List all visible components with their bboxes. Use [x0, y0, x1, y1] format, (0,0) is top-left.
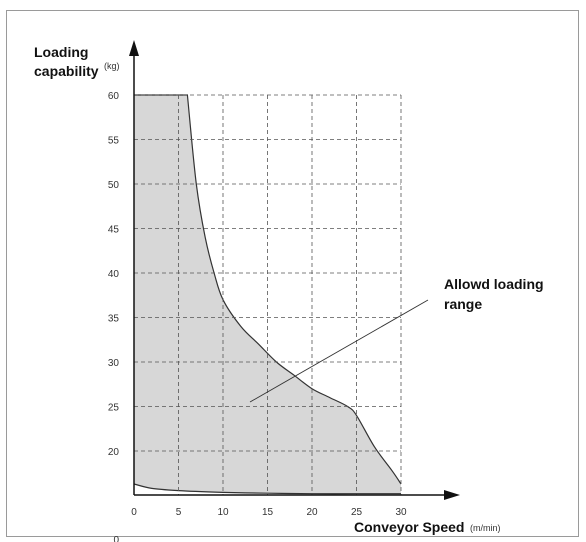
x-tick-label: 30	[395, 507, 407, 518]
y-tick-label: 45	[108, 225, 120, 236]
x-axis-unit: (m/min)	[470, 523, 501, 533]
y-axis-arrow-icon	[129, 40, 139, 56]
y-tick-label: 20	[108, 447, 120, 458]
x-tick-label: 15	[262, 507, 274, 518]
x-tick-label: 0	[131, 507, 137, 518]
y-tick-label: 30	[108, 358, 120, 369]
y-axis-unit: (kg)	[104, 61, 120, 71]
area-layer	[133, 94, 402, 495]
annotation-label-line1: Allowd loading	[444, 276, 544, 292]
grid-layer	[134, 94, 402, 495]
y-tick-label: 40	[108, 269, 120, 280]
lower-boundary-line	[133, 483, 401, 495]
tick-layer: 0 5 10 15 20 25 30 0 20 25 30 35 40 45 50 55 60	[108, 91, 407, 542]
y-tick-label: 0	[113, 535, 119, 542]
y-tick-label: 55	[108, 136, 120, 147]
y-axis-label-line1: Loading	[34, 44, 88, 60]
axis-layer	[129, 40, 460, 500]
x-axis-label: Conveyor Speed	[354, 519, 464, 535]
y-tick-label: 60	[108, 91, 120, 102]
upper-boundary-line	[134, 94, 402, 485]
y-tick-label: 25	[108, 403, 120, 414]
x-axis-arrow-icon	[444, 490, 460, 500]
chart-frame	[6, 10, 579, 537]
y-axis-label-line2: capability	[34, 63, 99, 79]
x-tick-label: 20	[306, 507, 318, 518]
annotation-leader-line	[249, 299, 429, 403]
y-tick-label: 35	[108, 314, 120, 325]
x-tick-label: 10	[217, 507, 229, 518]
annotation-label-line2: range	[444, 296, 482, 312]
allowed-loading-area	[134, 95, 401, 494]
y-tick-label: 50	[108, 180, 120, 191]
x-tick-label: 5	[176, 507, 182, 518]
x-tick-label: 25	[351, 507, 363, 518]
